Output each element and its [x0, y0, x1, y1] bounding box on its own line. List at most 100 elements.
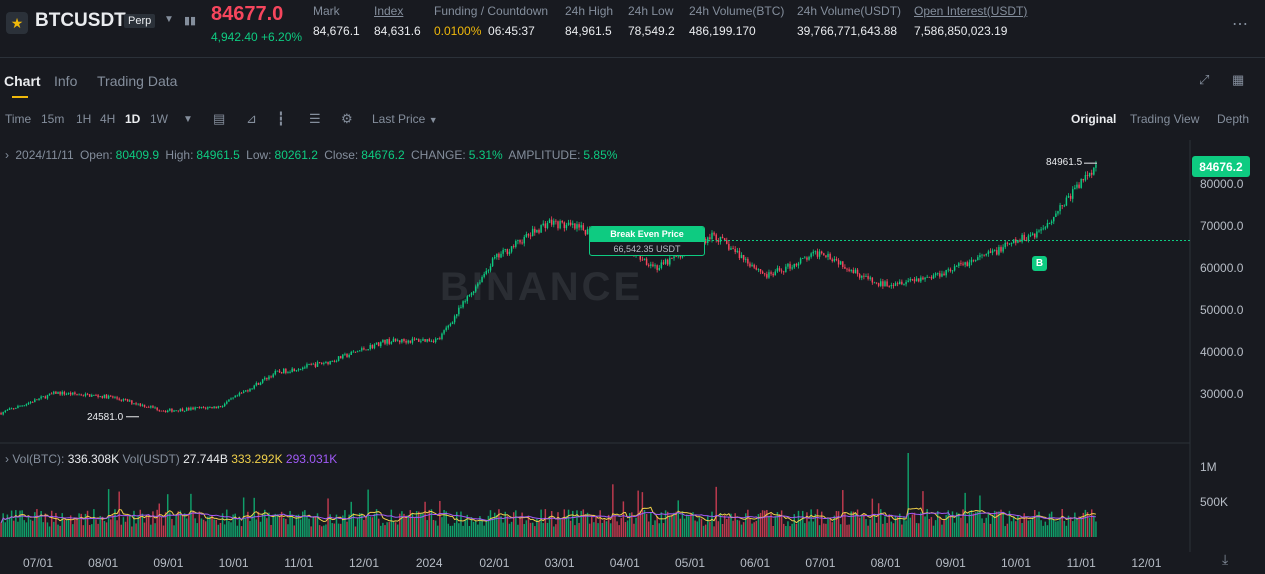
- volume-legend: › Vol(BTC): 336.308K Vol(USDT) 27.744B 3…: [5, 452, 337, 466]
- collapse-chevron-icon[interactable]: ›: [5, 148, 9, 162]
- candle-body: [152, 406, 154, 408]
- volume-bar: [742, 522, 745, 537]
- break-even-tag[interactable]: Break Even Price 66,542.35 USDT: [589, 226, 705, 256]
- interval-4h[interactable]: 4H: [100, 112, 116, 126]
- stat-index[interactable]: Index 84,631.6: [374, 4, 421, 38]
- price-chart-canvas[interactable]: [0, 140, 1265, 552]
- volume-bar: [124, 521, 127, 537]
- candle-body: [285, 368, 287, 373]
- price-type-select[interactable]: Last Price ▼: [372, 112, 438, 126]
- stat-label[interactable]: Index: [374, 4, 404, 18]
- volume-bar: [12, 520, 15, 537]
- candle-body: [958, 263, 960, 266]
- candle-body: [264, 377, 266, 380]
- candle-body: [474, 286, 477, 292]
- candle-body: [820, 251, 823, 254]
- candle-type-icon[interactable]: ┇: [277, 111, 285, 126]
- settings-gear-icon[interactable]: ⚙: [341, 111, 353, 126]
- view-depth[interactable]: Depth: [1217, 112, 1250, 126]
- view-trading-view[interactable]: Trading View: [1130, 112, 1200, 126]
- candle-body: [375, 342, 378, 345]
- volume-bar: [504, 511, 506, 537]
- tab-info[interactable]: Info: [54, 73, 78, 89]
- candle-body: [525, 234, 528, 237]
- time-axis-tick: 10/01: [1000, 556, 1032, 570]
- interval-time[interactable]: Time: [5, 112, 32, 126]
- volume-bar: [527, 515, 530, 537]
- candle-body: [987, 251, 990, 255]
- candle-body: [274, 370, 277, 375]
- candle-body: [388, 339, 390, 344]
- candle-body: [1010, 243, 1013, 245]
- candle-body: [4, 410, 7, 413]
- candle-body: [572, 223, 574, 225]
- chevron-down-icon: ▼: [428, 115, 438, 125]
- tab-chart[interactable]: Chart: [4, 73, 41, 89]
- buy-marker[interactable]: B: [1032, 256, 1047, 271]
- volume-bar: [930, 517, 933, 537]
- tab-trading-data[interactable]: Trading Data: [97, 73, 178, 89]
- drawing-tools-icon[interactable]: ☰: [309, 111, 321, 126]
- more-options-icon[interactable]: ⋯: [1232, 16, 1249, 33]
- time-axis-tick: 10/01: [218, 556, 249, 570]
- volume-bar: [411, 513, 414, 537]
- volume-bar: [84, 513, 87, 537]
- volume-bar: [169, 512, 171, 537]
- volume-bar: [852, 511, 855, 537]
- candle-body: [858, 274, 861, 278]
- interval-15m[interactable]: 15m: [41, 112, 65, 126]
- volume-bar: [6, 514, 9, 537]
- calendar-icon[interactable]: ▤: [213, 111, 226, 126]
- favorite-star-icon[interactable]: ★: [6, 12, 28, 34]
- tab-active-indicator: [12, 96, 28, 98]
- volume-bar: [928, 518, 931, 537]
- candle-body: [335, 360, 338, 362]
- time-axis-tick: 2024: [415, 556, 443, 570]
- volume-bar: [1029, 519, 1032, 537]
- candle-body: [1019, 240, 1021, 242]
- candle-body: [1044, 227, 1047, 229]
- more-intervals-icon[interactable]: ▼: [183, 114, 193, 125]
- layout-grid-icon[interactable]: ▦: [1232, 72, 1245, 87]
- candle-body: [1017, 240, 1019, 243]
- candle-body: [924, 277, 926, 280]
- candle-body: [550, 219, 553, 225]
- candle-body: [1006, 242, 1009, 244]
- candle-body: [76, 393, 78, 395]
- candle-body: [143, 404, 146, 407]
- candle-body: [1057, 211, 1059, 214]
- volume-bar: [173, 525, 175, 537]
- collapse-chevron-icon[interactable]: ›: [5, 452, 9, 466]
- high-marker-label: 84961.5: [1046, 157, 1083, 168]
- candle-body: [78, 394, 80, 396]
- symbol-name[interactable]: BTCUSDT: [35, 10, 126, 31]
- candle-body: [230, 398, 232, 400]
- view-original[interactable]: Original: [1071, 112, 1117, 126]
- interval-1h[interactable]: 1H: [76, 112, 92, 126]
- symbol-dropdown-icon[interactable]: ▼: [164, 14, 174, 25]
- fit-to-screen-icon[interactable]: ⤓: [1222, 551, 1229, 567]
- volume-bar: [240, 526, 243, 537]
- chart-type-icon[interactable]: ▮▮: [184, 15, 197, 27]
- volume-bar: [1006, 523, 1009, 537]
- candle-body: [574, 223, 576, 229]
- indicators-icon[interactable]: ⊿: [246, 111, 257, 126]
- candle-body: [1004, 242, 1006, 248]
- volume-bar: [500, 516, 502, 537]
- interval-1d[interactable]: 1D: [125, 112, 141, 126]
- stat-label[interactable]: Open Interest(USDT): [914, 4, 1028, 18]
- volume-bar: [221, 513, 224, 537]
- expand-icon[interactable]: ⤢: [1199, 72, 1210, 87]
- interval-1w[interactable]: 1W: [150, 112, 168, 126]
- volume-bar: [202, 519, 205, 537]
- volume-bar: [576, 510, 578, 537]
- time-axis[interactable]: 07/01 08/01 09/01 10/01 11/01 12/01 2024 02/01 0…: [0, 552, 1190, 574]
- stat-open-interest[interactable]: Open Interest(USDT) 7,586,850,023.19: [914, 4, 1027, 38]
- candle-body: [502, 249, 504, 254]
- volume-bar: [462, 525, 464, 537]
- candle-body: [200, 406, 203, 408]
- volume-bar: [407, 515, 409, 537]
- volume-bar: [69, 515, 72, 537]
- candle-body: [1015, 239, 1017, 243]
- volume-bar: [622, 501, 625, 537]
